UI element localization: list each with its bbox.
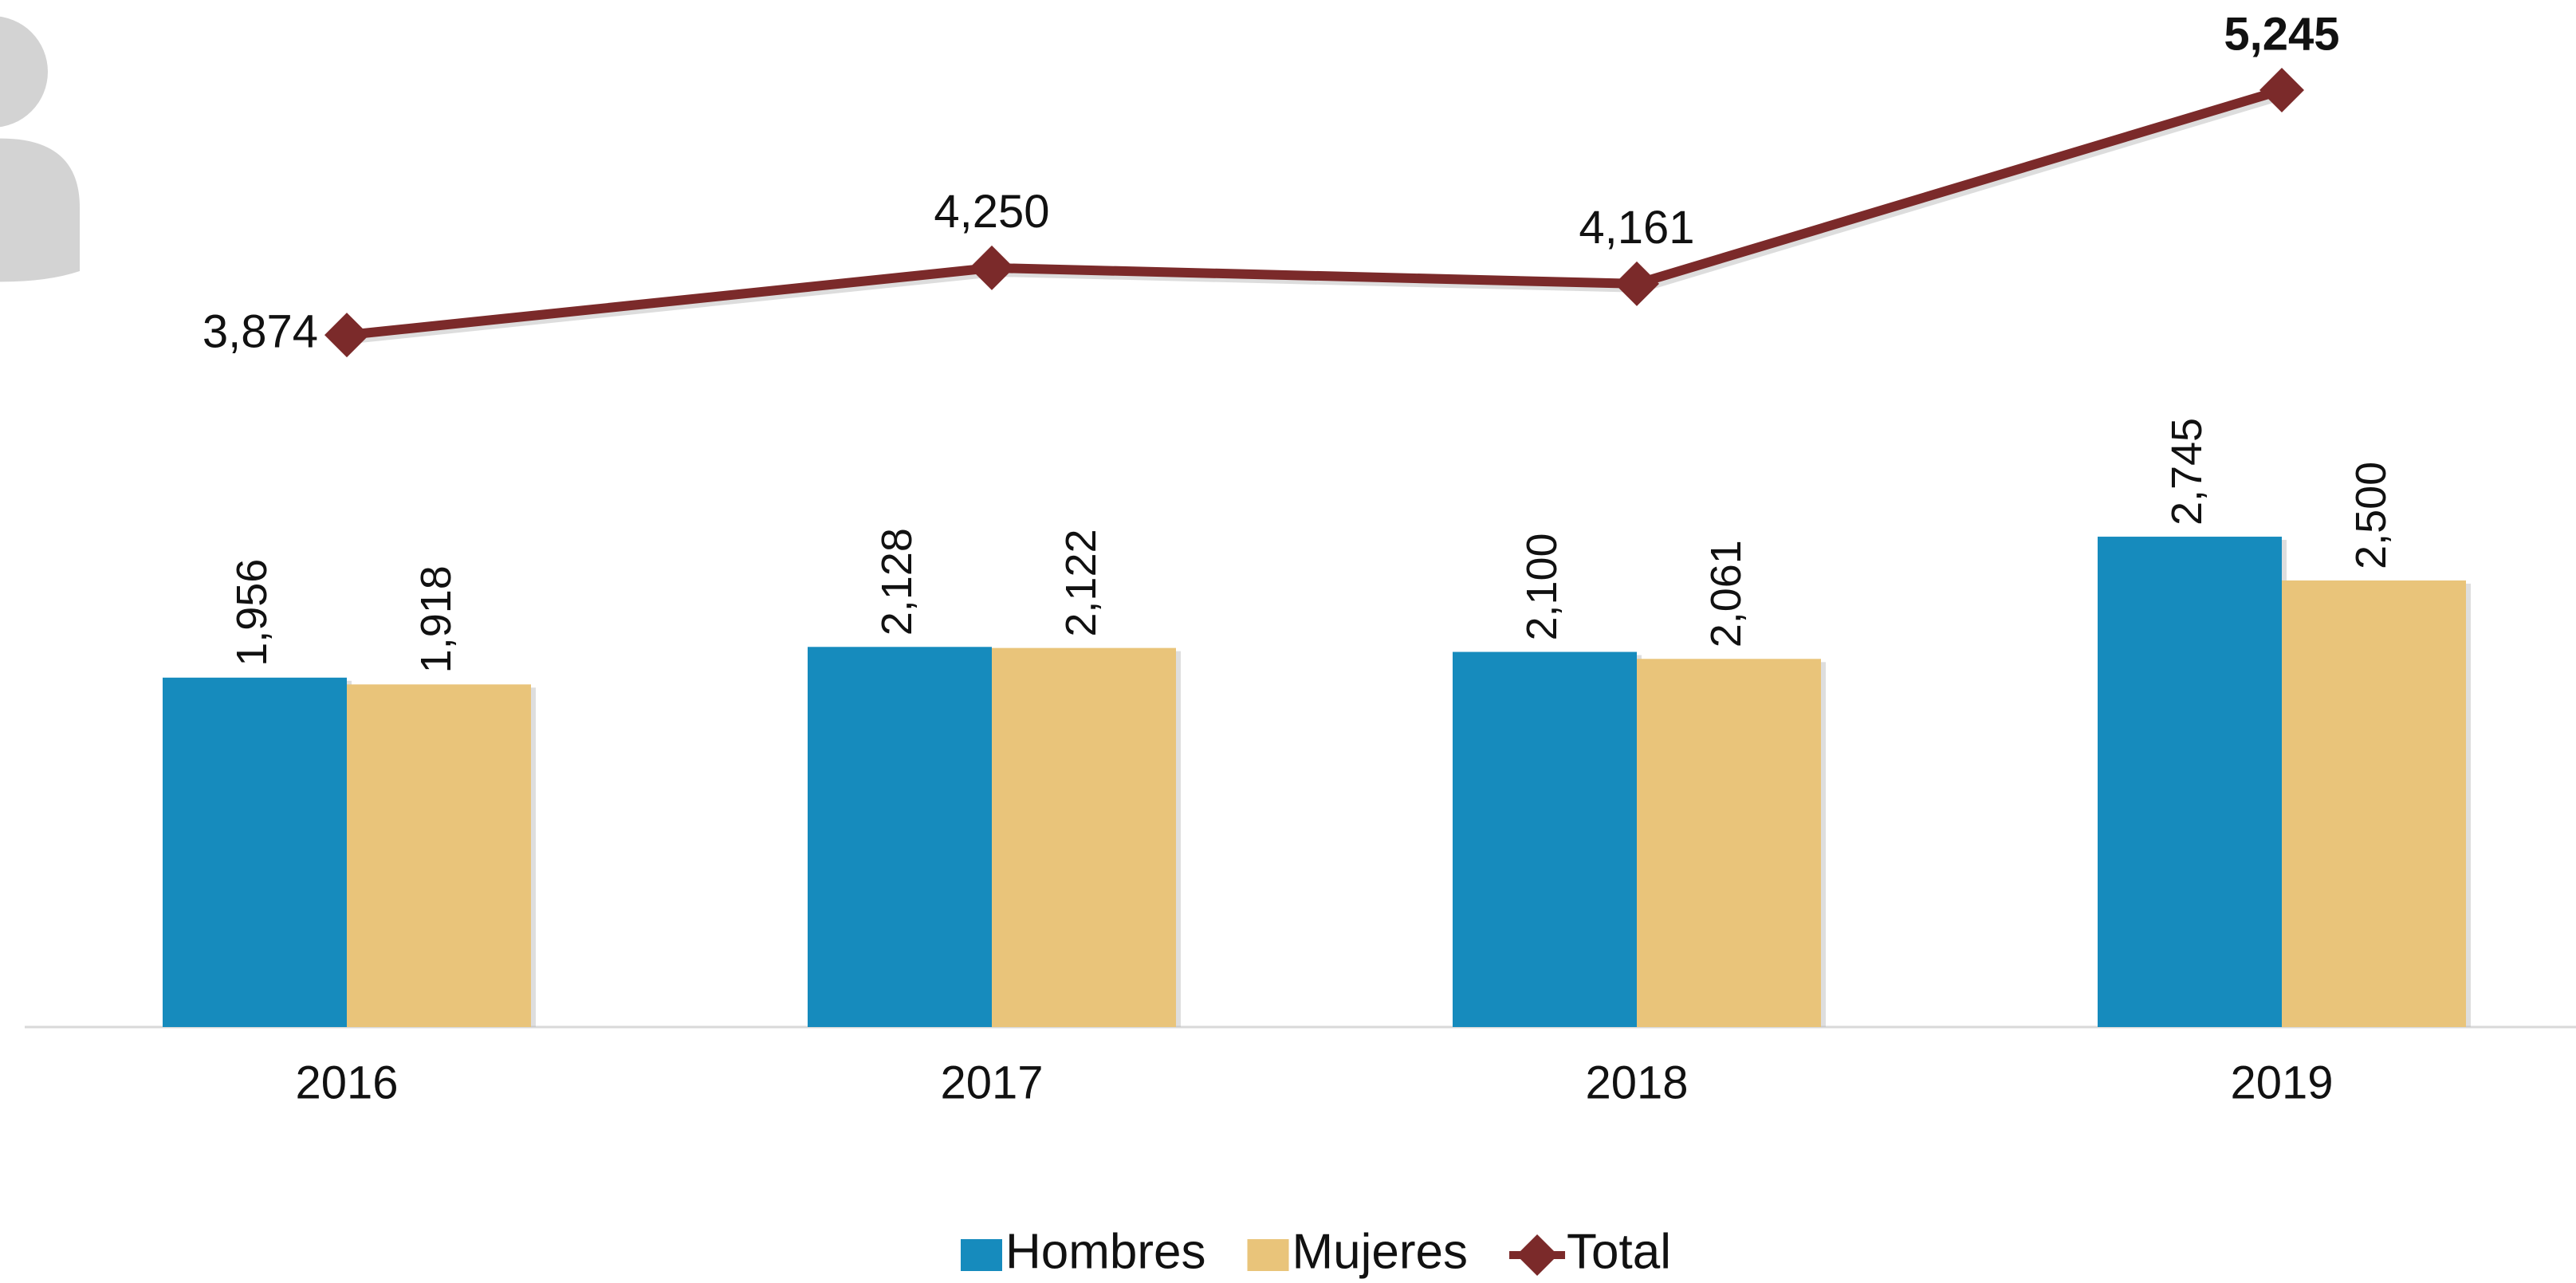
bar [347, 684, 531, 1027]
data-label: 3,874 [203, 305, 318, 357]
line [346, 85, 2283, 340]
line-marker [969, 245, 1014, 290]
data-label: 1,956 [228, 559, 276, 667]
legend-swatch [1247, 1239, 1289, 1271]
legend-label: Total [1567, 1224, 1671, 1279]
line-marker [324, 313, 369, 358]
data-label: 2,100 [1518, 533, 1566, 640]
x-tick-label: 2017 [940, 1057, 1043, 1108]
person-icon [0, 16, 80, 282]
data-label: 2,128 [873, 528, 921, 636]
bar [1453, 651, 1637, 1027]
x-tick-label: 2019 [2230, 1057, 2333, 1108]
data-label: 4,250 [934, 186, 1049, 238]
data-label: 4,161 [1579, 202, 1694, 254]
legend-swatch [961, 1239, 1002, 1271]
bar [1637, 659, 1821, 1027]
bar [2282, 580, 2466, 1027]
data-label: 2,745 [2163, 418, 2211, 525]
bar [2098, 537, 2282, 1027]
legend-label: Hombres [1005, 1224, 1206, 1279]
line-marker [1614, 261, 1659, 306]
legend-label: Mujeres [1292, 1224, 1469, 1279]
data-label: 2,122 [1057, 529, 1105, 636]
data-label: 2,061 [1702, 540, 1750, 647]
x-tick-label: 2018 [1585, 1057, 1688, 1108]
data-label: 5,245 [2224, 8, 2339, 60]
legend-marker [1516, 1234, 1559, 1276]
data-label: 2,500 [2347, 462, 2395, 569]
line-marker [2259, 68, 2304, 112]
bar [808, 647, 992, 1027]
x-tick-label: 2016 [295, 1057, 398, 1108]
data-label: 1,918 [412, 565, 460, 673]
bar [992, 647, 1176, 1027]
bar [163, 677, 347, 1027]
